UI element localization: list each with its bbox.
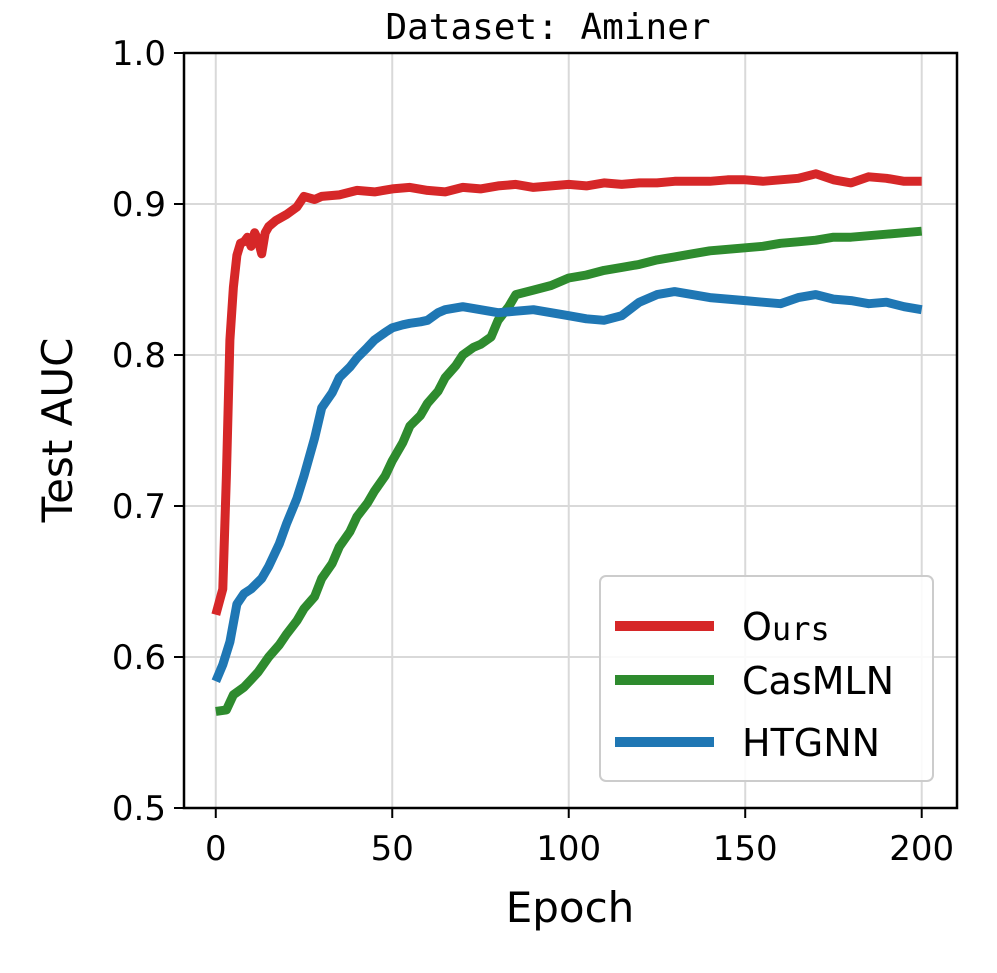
- y-tick-label: 0.9: [112, 185, 166, 225]
- x-tick-label: 200: [889, 829, 954, 869]
- plot-frame: [182, 51, 959, 810]
- legend-label-ours: Ours: [742, 605, 830, 649]
- series-line-ours: [211, 169, 922, 616]
- y-tick-label: 0.7: [112, 487, 166, 527]
- y-axis-label: Test AUC: [33, 338, 82, 524]
- x-tick-label: 100: [536, 829, 601, 869]
- y-tick-label: 0.6: [112, 638, 166, 678]
- series-lines: [211, 169, 923, 716]
- legend-label-ours-rest: urs: [772, 610, 830, 648]
- axis-ticks: 0 50 100 150 200 0.5 0.6 0.7 0.8 0.9 1.0: [112, 34, 954, 869]
- x-axis-label: Epoch: [506, 883, 635, 932]
- series-line-htgnn: [211, 287, 923, 683]
- y-tick-label: 0.8: [112, 336, 166, 376]
- series-line-casmln: [215, 226, 923, 716]
- legend: Ours CasMLN HTGNN: [599, 575, 934, 782]
- y-tick-label: 1.0: [112, 34, 166, 74]
- x-tick-label: 50: [371, 829, 414, 869]
- legend-label-casmln: CasMLN: [742, 659, 894, 703]
- legend-label-ours-first: O: [742, 605, 772, 649]
- chart-title: Dataset: Aminer: [385, 7, 710, 48]
- x-tick-label: 150: [713, 829, 778, 869]
- legend-label-htgnn: HTGNN: [742, 721, 880, 765]
- y-tick-label: 0.5: [112, 789, 166, 829]
- x-tick-label: 0: [205, 829, 227, 869]
